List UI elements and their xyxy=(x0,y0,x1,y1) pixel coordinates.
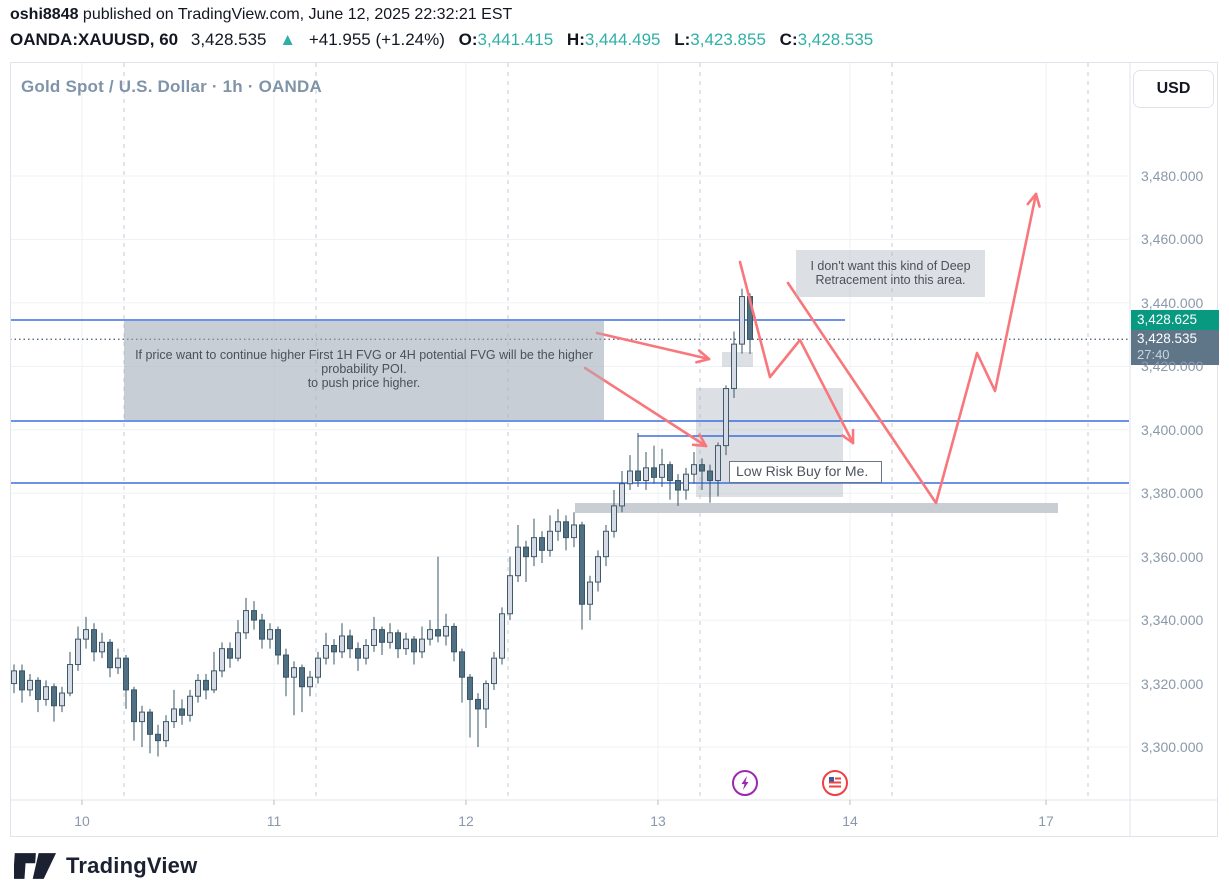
open-label: O: xyxy=(458,30,478,49)
current-price-badge[interactable]: 3,428.535 27:40 xyxy=(1131,330,1219,365)
time-axis-label: 17 xyxy=(1038,813,1054,829)
price-axis-label: 3,300.000 xyxy=(1141,738,1204,755)
fvg-note-line1: If price want to continue higher First 1… xyxy=(135,348,593,362)
chart-container[interactable] xyxy=(10,62,1218,837)
time-axis-label: 13 xyxy=(650,813,666,829)
time-axis-label: 14 xyxy=(842,813,858,829)
price-axis-label: 3,400.000 xyxy=(1141,421,1204,438)
price-axis-label: 3,420.000 xyxy=(1141,358,1204,375)
author-username: oshi8848 xyxy=(10,6,79,23)
time-axis-label: 12 xyxy=(458,813,474,829)
tradingview-logo-text: TradingView xyxy=(66,853,198,878)
deep-note-line1: I don't want this kind of Deep xyxy=(810,259,971,273)
deep-retracement-note-box[interactable]: I don't want this kind of Deep Retraceme… xyxy=(796,250,985,297)
tradingview-logo[interactable]: TradingView xyxy=(14,851,197,881)
deep-note-line2: Retracement into this area. xyxy=(815,273,966,287)
low-label: L: xyxy=(674,30,691,49)
close-value: 3,428.535 xyxy=(797,30,874,49)
alert-price-badge[interactable]: 3,428.625 xyxy=(1131,310,1219,330)
low-value: 3,423.855 xyxy=(690,30,766,49)
symbol-name: OANDA:XAUUSD, 60 xyxy=(10,30,179,49)
last-price: 3,428.535 xyxy=(190,30,267,49)
price-change: +41.955 (+1.24%) xyxy=(308,30,445,49)
price-axis-label: 3,380.000 xyxy=(1141,485,1204,502)
fvg-note-box[interactable]: If price want to continue higher First 1… xyxy=(124,321,604,420)
time-axis-label: 10 xyxy=(74,813,90,829)
chart-legend-title[interactable]: Gold Spot / U.S. Dollar · 1h · OANDA xyxy=(21,77,322,96)
symbol-status-row: OANDA:XAUUSD, 60 3,428.535 ▲ +41.955 (+1… xyxy=(10,30,873,50)
price-axis-label: 3,480.000 xyxy=(1141,168,1204,184)
open-value: 3,441.415 xyxy=(477,30,554,49)
low-risk-buy-label[interactable]: Low Risk Buy for Me. xyxy=(729,461,882,483)
bar-countdown: 27:40 xyxy=(1137,347,1170,362)
price-axis-label: 3,340.000 xyxy=(1141,612,1204,629)
fvg-note-line2: probability POI. xyxy=(321,362,407,376)
time-axis-label: 11 xyxy=(266,813,282,829)
price-axis-label: 3,320.000 xyxy=(1141,675,1204,692)
publish-byline: oshi8848 published on TradingView.com, J… xyxy=(10,6,512,24)
price-axis-label: 3,440.000 xyxy=(1141,294,1204,311)
high-label: H: xyxy=(566,30,585,49)
tradingview-logo-icon xyxy=(14,853,57,879)
high-value: 3,444.495 xyxy=(584,30,661,49)
currency-toggle-button[interactable]: USD xyxy=(1133,70,1214,108)
byline-text: published on TradingView.com, June 12, 2… xyxy=(78,6,513,23)
price-axis-label: 3,460.000 xyxy=(1141,231,1204,248)
price-axis-label: 3,360.000 xyxy=(1141,548,1204,565)
current-price-value: 3,428.535 xyxy=(1137,331,1198,346)
up-arrow-icon: ▲ xyxy=(279,30,297,49)
close-label: C: xyxy=(779,30,798,49)
fvg-note-line3: to push price higher. xyxy=(307,376,421,390)
